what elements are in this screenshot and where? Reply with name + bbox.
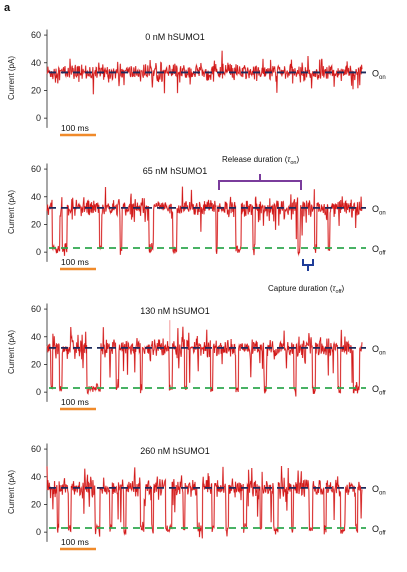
release-duration-bracket (218, 174, 302, 190)
level-label-off: Ooff (372, 244, 386, 257)
scale-bar-label: 100 ms (61, 537, 89, 547)
y-axis-title: Current (pA) (7, 190, 16, 234)
y-tick-label: 20 (31, 359, 41, 369)
y-tick-label: 40 (31, 192, 41, 202)
y-tick-label: 0 (36, 113, 41, 123)
level-label-on: Oon (372, 204, 386, 217)
y-axis-title: Current (pA) (7, 470, 16, 514)
scale-bar-label: 100 ms (61, 123, 89, 133)
capture-duration-bracket (302, 259, 314, 271)
capture-duration-label: Capture duration (τoff) (268, 284, 345, 295)
y-tick-label: 20 (31, 219, 41, 229)
level-label-on: Oon (372, 484, 386, 497)
y-tick-label: 20 (31, 499, 41, 509)
current-trace (46, 50, 363, 95)
y-tick-label: 0 (36, 247, 41, 257)
y-tick-label: 40 (31, 58, 41, 68)
y-tick-label: 60 (31, 444, 41, 454)
level-label-off: Ooff (372, 524, 386, 537)
level-label-off: Ooff (372, 384, 386, 397)
panel-title: 260 nM hSUMO1 (140, 446, 210, 456)
current-trace (46, 186, 363, 257)
y-tick-label: 40 (31, 472, 41, 482)
panel-title: 0 nM hSUMO1 (145, 32, 205, 42)
panel-2: 0 20 40 60 Current (pA) 65 nM hSUMO1 Oon Ooff 10… (7, 163, 386, 271)
panel-3: 0 20 40 60 Current (pA) 130 nM hSUMO1 Oon Ooff 1… (7, 303, 386, 411)
y-tick-label: 0 (36, 387, 41, 397)
y-tick-label: 60 (31, 304, 41, 314)
trace-line (46, 326, 363, 397)
current-trace (46, 465, 363, 539)
panel-4: 0 20 40 60 Current (pA) 260 nM hSUMO1 Oon Ooff 1… (7, 443, 386, 551)
figure-label: a (4, 2, 11, 14)
scale-bar-label: 100 ms (61, 397, 89, 407)
trace-line (46, 465, 363, 539)
panel-1: 0 20 40 60 Current (pA) 0 nM hSUMO1 Oon 100 ms (7, 29, 386, 137)
y-axis-title: Current (pA) (7, 56, 16, 100)
y-tick-label: 20 (31, 85, 41, 95)
y-tick-label: 40 (31, 332, 41, 342)
level-label-on: Oon (372, 68, 386, 81)
current-trace (46, 320, 363, 397)
y-axis-title: Current (pA) (7, 330, 16, 374)
y-tick-label: 0 (36, 527, 41, 537)
panel-title: 130 nM hSUMO1 (140, 306, 210, 316)
y-tick-label: 60 (31, 30, 41, 40)
y-tick-label: 60 (31, 164, 41, 174)
panel-title: 65 nM hSUMO1 (143, 166, 208, 176)
trace-envelope (46, 326, 363, 397)
release-duration-label: Release duration (τon) (222, 155, 300, 166)
scale-bar-label: 100 ms (61, 257, 89, 267)
trace-line (46, 186, 363, 256)
trace-line (46, 50, 363, 95)
level-label-on: Oon (372, 344, 386, 357)
